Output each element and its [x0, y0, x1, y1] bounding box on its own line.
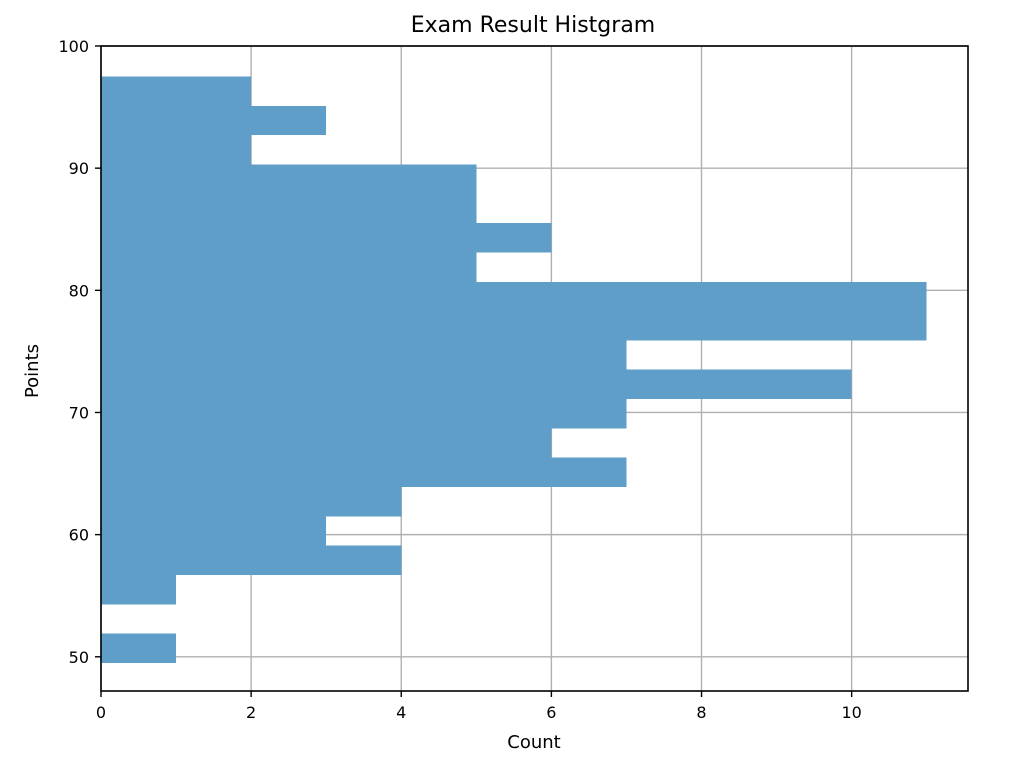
histogram-bar — [101, 223, 552, 253]
axis-ticks — [95, 45, 853, 697]
x-tick-label: 8 — [696, 703, 706, 722]
x-tick-label: 6 — [546, 703, 556, 722]
histogram-bar — [101, 633, 177, 663]
histogram-bar — [101, 281, 927, 312]
x-axis-label: Count — [507, 732, 560, 753]
histogram-bar — [101, 486, 402, 517]
histogram-bar — [101, 545, 402, 575]
histogram-bar — [101, 516, 327, 546]
y-tick-label: 90 — [69, 159, 89, 178]
chart-title: Exam Result Histgram — [411, 13, 655, 38]
histogram-bar — [101, 399, 627, 429]
plot-frame — [100, 45, 969, 692]
histogram-bars — [101, 76, 927, 663]
histogram-bar — [101, 311, 927, 341]
histogram-bar — [101, 105, 327, 136]
histogram-bar — [101, 369, 852, 400]
histogram-bar — [101, 252, 477, 282]
y-tick-label: 50 — [69, 648, 89, 667]
histogram-bar — [101, 76, 252, 106]
histogram-bar — [101, 340, 627, 370]
x-tick-label: 10 — [841, 703, 861, 722]
x-tick-label: 2 — [246, 703, 256, 722]
y-tick-label: 100 — [58, 37, 89, 56]
histogram-bar — [101, 193, 477, 224]
x-tick-label: 4 — [396, 703, 406, 722]
y-tick-label: 80 — [69, 281, 89, 300]
y-axis-label: Points — [22, 344, 43, 398]
histogram-bar — [101, 574, 177, 605]
y-tick-label: 60 — [69, 526, 89, 545]
y-tick-label: 70 — [69, 403, 89, 422]
x-tick-label: 0 — [96, 703, 106, 722]
tick-labels: 0 2 4 6 8 10 50 60 70 80 90 100 — [58, 37, 861, 722]
histogram-bar — [101, 428, 552, 458]
histogram-bar — [101, 135, 252, 165]
histogram-bar — [101, 457, 627, 487]
histogram-bar — [101, 164, 477, 194]
